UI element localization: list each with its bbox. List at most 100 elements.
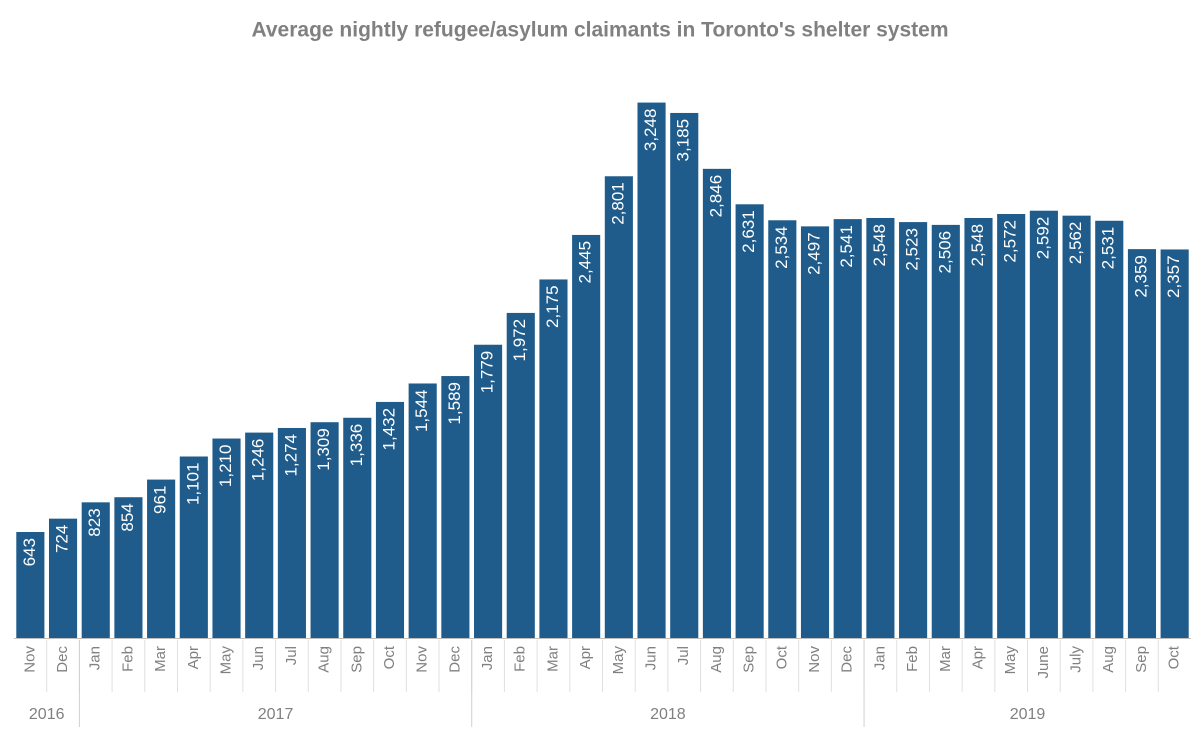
bar — [179, 456, 208, 638]
x-tick-label: Apr — [577, 646, 594, 669]
x-tick-label: Sep — [1133, 646, 1150, 673]
x-tick-label: Jan — [479, 646, 496, 670]
bar — [702, 168, 731, 638]
value-label: 2,359 — [1131, 255, 1150, 298]
value-label: 1,309 — [314, 428, 333, 471]
chart-title: Average nightly refugee/asylum claimants… — [251, 19, 948, 42]
value-label: 2,506 — [935, 231, 954, 274]
value-label: 2,572 — [1001, 220, 1020, 263]
x-tick-label: Jul — [283, 646, 300, 665]
bar — [277, 427, 306, 638]
x-tick-label: Nov — [414, 646, 431, 673]
value-label: 1,101 — [183, 463, 202, 506]
bar — [212, 438, 241, 638]
x-tick-label: Feb — [119, 646, 136, 672]
x-tick-label: July — [1068, 646, 1085, 673]
x-tick-label: June — [1035, 646, 1052, 679]
value-label: 1,972 — [510, 319, 529, 362]
bar — [408, 383, 437, 638]
value-label: 643 — [20, 538, 39, 566]
value-label: 2,445 — [576, 241, 595, 284]
bar — [637, 102, 666, 638]
x-tick-label: Jan — [87, 646, 104, 670]
x-tick-label: Oct — [381, 645, 398, 669]
x-tick-label: Mar — [544, 646, 561, 672]
bar — [81, 502, 110, 638]
year-label: 2019 — [1010, 706, 1046, 723]
bar — [343, 417, 372, 638]
bar — [735, 204, 764, 638]
x-tick-label: Aug — [316, 646, 333, 673]
value-label: 3,185 — [674, 119, 693, 162]
bar — [768, 220, 797, 639]
value-label: 2,592 — [1033, 217, 1052, 260]
bar — [48, 518, 78, 638]
value-label: 2,534 — [772, 226, 791, 269]
value-label: 1,274 — [281, 434, 300, 477]
value-label: 1,432 — [379, 408, 398, 451]
value-label: 1,544 — [412, 389, 431, 432]
bar — [1029, 210, 1058, 639]
value-label: 1,246 — [249, 439, 268, 482]
value-label: 2,497 — [804, 232, 823, 275]
value-label: 2,801 — [608, 182, 627, 225]
bar — [147, 479, 176, 638]
x-tick-label: Nov — [21, 646, 38, 673]
bar — [964, 217, 993, 638]
x-tick-label: Feb — [512, 646, 529, 672]
x-tick-label: May — [1002, 646, 1019, 675]
x-tick-label: Aug — [708, 646, 725, 673]
bar — [114, 497, 143, 638]
value-label: 724 — [53, 525, 72, 553]
x-tick-label: Mar — [937, 646, 954, 672]
x-tick-label: Dec — [446, 646, 463, 673]
x-tick-label: Jul — [675, 646, 692, 665]
bar — [604, 176, 633, 638]
value-label: 2,548 — [870, 224, 889, 267]
value-label: 961 — [151, 486, 170, 514]
value-label: 3,248 — [641, 109, 660, 152]
bar — [931, 224, 960, 638]
bar — [800, 226, 830, 638]
value-label: 2,846 — [706, 175, 725, 218]
x-tick-label: Sep — [741, 646, 758, 673]
year-label: 2016 — [29, 706, 65, 723]
value-label: 1,210 — [216, 445, 235, 488]
bar — [670, 112, 699, 638]
x-tick-label: Apr — [969, 646, 986, 669]
x-tick-label: Oct — [1166, 645, 1183, 669]
bar — [1127, 249, 1157, 638]
bar — [539, 279, 568, 638]
bar — [1095, 220, 1124, 638]
bar — [16, 532, 45, 638]
x-tick-label: May — [610, 646, 627, 675]
bar — [1062, 215, 1091, 638]
x-tick-label: Apr — [185, 646, 202, 669]
value-label: 2,562 — [1066, 222, 1085, 265]
bar — [375, 401, 405, 638]
value-label: 1,779 — [478, 351, 497, 394]
bar — [441, 376, 470, 638]
value-label: 1,589 — [445, 382, 464, 425]
bar — [245, 432, 274, 638]
year-label: 2017 — [258, 706, 294, 723]
x-tick-label: Jan — [871, 646, 888, 670]
x-tick-label: Mar — [152, 646, 169, 672]
x-tick-label: May — [217, 646, 234, 675]
value-label: 2,541 — [837, 225, 856, 268]
bar — [506, 312, 535, 638]
x-tick-label: Dec — [54, 646, 71, 673]
x-tick-label: Sep — [348, 646, 365, 673]
value-label: 2,631 — [739, 210, 758, 253]
x-tick-label: Jun — [643, 646, 660, 670]
value-label: 854 — [118, 503, 137, 531]
value-label: 2,531 — [1099, 227, 1118, 270]
value-label: 2,523 — [903, 228, 922, 271]
x-tick-label: Nov — [806, 646, 823, 673]
x-tick-label: Feb — [904, 646, 921, 672]
x-tick-label: Dec — [839, 646, 856, 673]
year-label: 2018 — [650, 706, 686, 723]
x-tick-label: Jun — [250, 646, 267, 670]
